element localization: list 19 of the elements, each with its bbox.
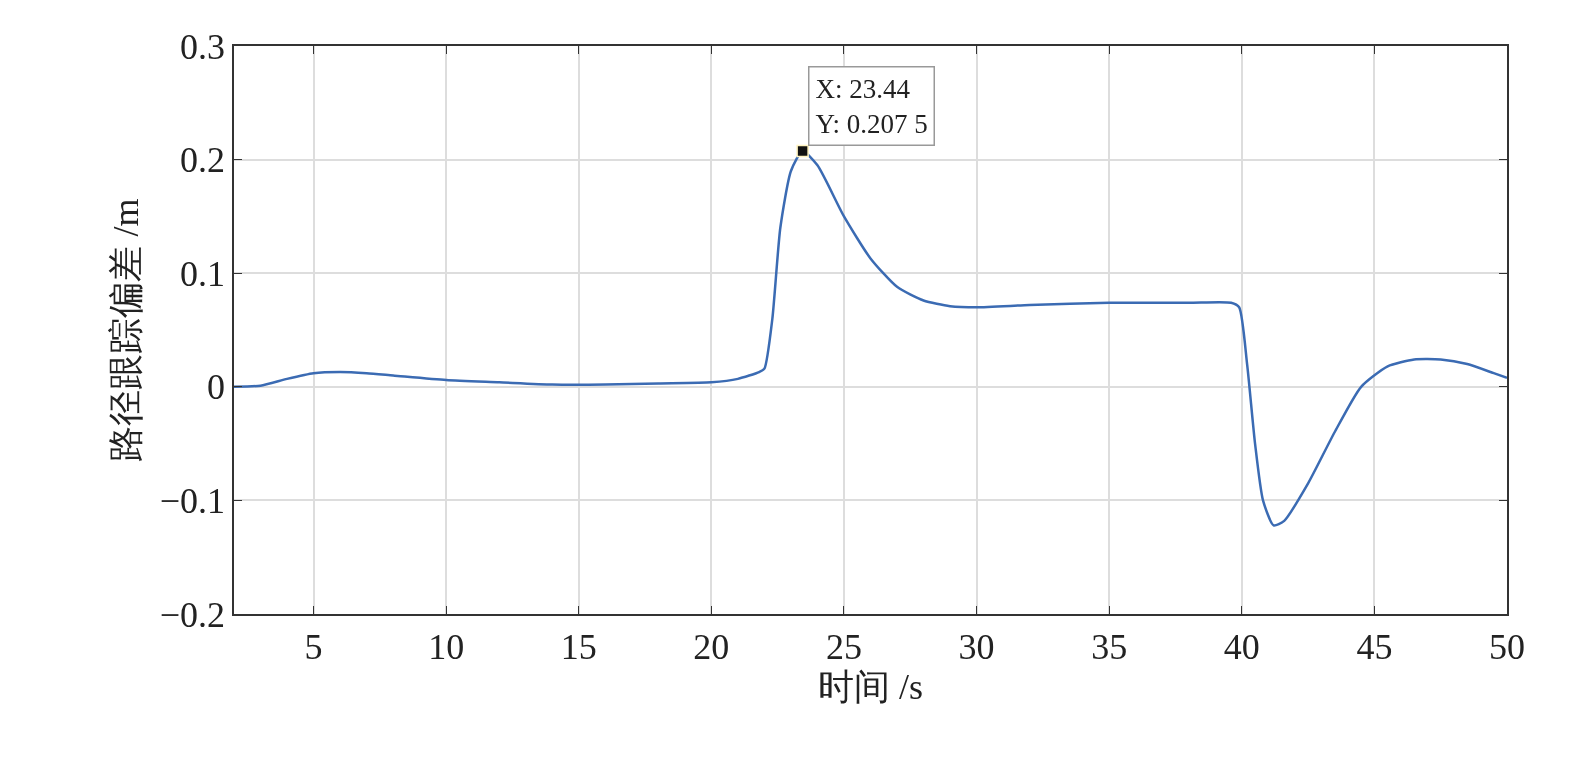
x-tick-label: 20 — [693, 626, 730, 667]
annotation: X: 23.44 Y: 0.207 5 — [815, 73, 928, 139]
x-tick-label: 5 — [304, 626, 323, 667]
y-axis-title: 路径跟踪偏差 /m — [106, 198, 147, 462]
x-axis-title: 时间 /s — [817, 666, 924, 707]
x-tick-label: 30 — [958, 626, 995, 667]
y-tick-label: 0.1 — [180, 253, 226, 294]
y-tick-label: −0.2 — [159, 594, 226, 635]
x-tick-label: 25 — [825, 626, 862, 667]
x-tick-label: 15 — [560, 626, 597, 667]
y-tick-label: −0.1 — [159, 481, 226, 521]
x-tick-label: 10 — [428, 626, 465, 667]
x-tick-label: 35 — [1091, 626, 1128, 667]
x-tick-label: 45 — [1356, 626, 1393, 667]
y-tick-label: 0.2 — [180, 140, 226, 181]
x-tick-label: 40 — [1223, 626, 1260, 667]
y-tick-label: 0.3 — [180, 26, 226, 67]
x-tick-label: 50 — [1489, 626, 1525, 667]
y-tick-label: 0 — [207, 367, 226, 408]
